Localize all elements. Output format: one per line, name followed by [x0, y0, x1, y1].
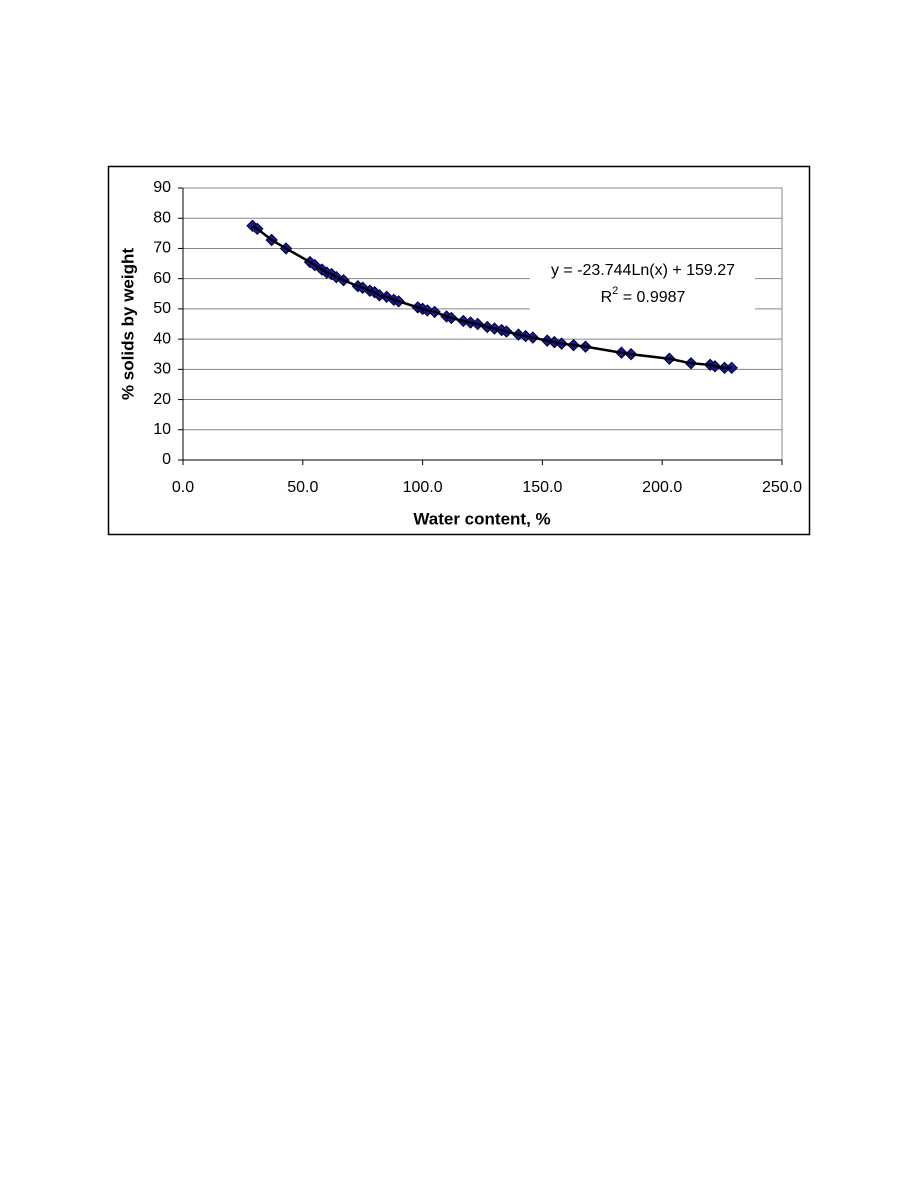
trendline-equation: y = -23.744Ln(x) + 159.27: [551, 262, 735, 279]
x-tick-label: 100.0: [403, 479, 443, 496]
x-tick-label: 50.0: [287, 479, 318, 496]
chart-frame: [107, 165, 811, 536]
y-tick-label: 40: [153, 330, 171, 347]
x-tick-label: 150.0: [522, 479, 562, 496]
r-squared-base: R: [601, 289, 613, 306]
y-tick-label: 90: [153, 179, 171, 196]
y-axis-title: % solids by weight: [118, 248, 137, 400]
y-tick-label: 80: [153, 209, 171, 226]
x-tick-label: 250.0: [762, 479, 802, 496]
x-axis-title: Water content, %: [413, 509, 550, 528]
y-tick-label: 10: [153, 421, 171, 438]
trendline: [251, 224, 732, 370]
x-tick-label: 0.0: [172, 479, 194, 496]
y-tick-label: 0: [162, 451, 171, 468]
r-squared: R2 = 0.9987: [601, 285, 686, 306]
chart: 0 10 20 30 40 50 60 70 80 90 0.0 50.0 100.0 150.0 200.…: [153, 179, 802, 496]
y-tick-label: 30: [153, 361, 171, 378]
y-tick-label: 60: [153, 270, 171, 287]
y-tick-label: 70: [153, 240, 171, 257]
y-tick-label: 50: [153, 300, 171, 317]
y-tick-label: 20: [153, 391, 171, 408]
annotation-box: [530, 256, 755, 314]
r-squared-text: = 0.9987: [618, 289, 685, 306]
r-squared-sup: 2: [612, 285, 618, 297]
x-tick-label: 200.0: [642, 479, 682, 496]
